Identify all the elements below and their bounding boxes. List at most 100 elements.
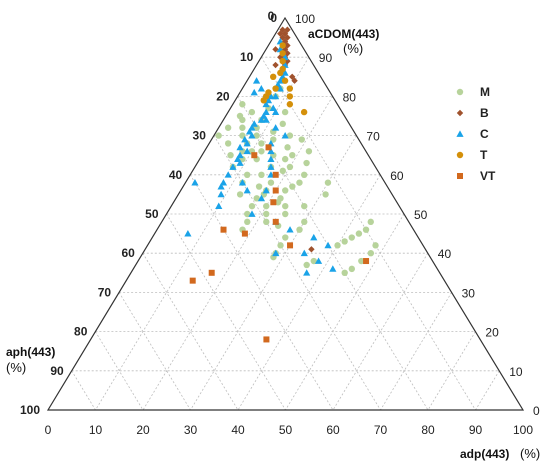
- right-tick-label: 40: [438, 247, 452, 261]
- right-tick-label: 80: [343, 90, 357, 104]
- left-tick-label: 70: [98, 285, 112, 299]
- bottom-tick-label: 0: [45, 423, 52, 437]
- point-c: [257, 116, 265, 123]
- point-vt: [220, 226, 227, 233]
- top-axis-unit: (%): [343, 41, 363, 56]
- point-m: [301, 218, 308, 226]
- point-c: [281, 132, 289, 139]
- point-c: [329, 265, 337, 272]
- legend-label-b: B: [480, 106, 489, 120]
- left-axis-title: aph(443): [6, 345, 55, 359]
- point-c: [272, 249, 280, 257]
- point-m: [281, 155, 289, 163]
- right-tick-label: 70: [366, 130, 380, 144]
- right-tick-label: 100: [295, 12, 315, 26]
- point-c: [217, 182, 225, 190]
- point-c: [267, 163, 275, 170]
- tick-labels: 0 10 20 30 40 50 60 70 80 90 100010203040506070809…: [20, 9, 540, 437]
- bottom-tick-label: 30: [184, 423, 198, 437]
- bottom-tick-label: 60: [326, 423, 340, 437]
- point-m: [277, 242, 284, 249]
- point-t: [265, 89, 272, 96]
- point-c: [272, 124, 280, 131]
- point-c: [241, 135, 249, 143]
- point-vt: [189, 277, 196, 284]
- left-tick-label: 0: [270, 11, 277, 25]
- point-c: [224, 171, 232, 178]
- grid-line: [380, 292, 452, 411]
- point-b: [291, 77, 298, 84]
- point-c: [267, 147, 275, 155]
- legend-marker-vt: [457, 173, 463, 179]
- point-c: [262, 108, 270, 115]
- point-m: [263, 218, 270, 226]
- bottom-axis-title: adp(443): [460, 447, 509, 461]
- point-m: [244, 218, 251, 226]
- point-m: [258, 148, 265, 155]
- point-b: [284, 42, 291, 49]
- point-m: [253, 195, 260, 202]
- point-b: [284, 34, 291, 41]
- point-c: [257, 84, 265, 92]
- point-m: [348, 265, 356, 273]
- point-t: [286, 101, 294, 108]
- grid-line: [213, 135, 381, 411]
- left-tick-label: 50: [145, 207, 159, 221]
- point-m: [282, 210, 289, 218]
- point-vt: [241, 230, 248, 237]
- point-b: [281, 38, 289, 45]
- point-vt: [272, 187, 279, 194]
- point-m: [282, 202, 289, 210]
- point-m: [239, 101, 246, 108]
- point-m: [282, 234, 289, 241]
- point-m: [267, 179, 275, 186]
- point-c: [300, 249, 308, 257]
- point-t: [279, 57, 286, 65]
- point-m: [281, 108, 289, 116]
- point-m: [341, 269, 348, 276]
- point-vt: [251, 152, 258, 159]
- point-c: [248, 124, 256, 131]
- point-vt: [272, 171, 279, 178]
- point-m: [303, 159, 310, 167]
- bottom-tick-label: 20: [136, 423, 150, 437]
- right-tick-label: 10: [509, 365, 523, 379]
- point-vt: [265, 144, 272, 151]
- left-tick-label: 20: [216, 89, 230, 103]
- point-m: [301, 171, 308, 178]
- point-c: [262, 186, 270, 194]
- point-m: [279, 167, 287, 175]
- point-vt: [270, 199, 277, 206]
- bottom-axis-unit: (%): [520, 446, 540, 461]
- legend-marker-t: [456, 151, 464, 159]
- bottom-tick-label: 70: [374, 423, 388, 437]
- legend-marker-m: [456, 88, 464, 96]
- left-tick-label: 60: [121, 246, 135, 260]
- point-t: [281, 77, 289, 84]
- point-c: [184, 230, 192, 237]
- bottom-tick-label: 90: [469, 423, 483, 437]
- point-b: [272, 61, 279, 69]
- point-m: [239, 132, 246, 139]
- point-b: [277, 54, 284, 61]
- grid-line: [189, 174, 334, 411]
- legend-label-c: C: [480, 127, 489, 141]
- right-corner-tick-label: 0: [533, 404, 540, 418]
- point-c: [234, 155, 242, 162]
- right-tick-label: 20: [485, 326, 499, 340]
- point-m: [348, 234, 355, 241]
- point-c: [219, 179, 228, 186]
- legend-marker-c: [456, 130, 464, 137]
- point-c: [310, 233, 318, 241]
- point-m: [253, 132, 260, 139]
- grid-line: [260, 56, 476, 411]
- point-m: [305, 148, 313, 155]
- point-m: [244, 210, 251, 218]
- point-m: [296, 179, 303, 186]
- point-m: [310, 257, 318, 265]
- point-c: [281, 69, 289, 76]
- point-c: [245, 128, 254, 135]
- grid-line: [427, 331, 476, 411]
- point-m: [334, 242, 341, 249]
